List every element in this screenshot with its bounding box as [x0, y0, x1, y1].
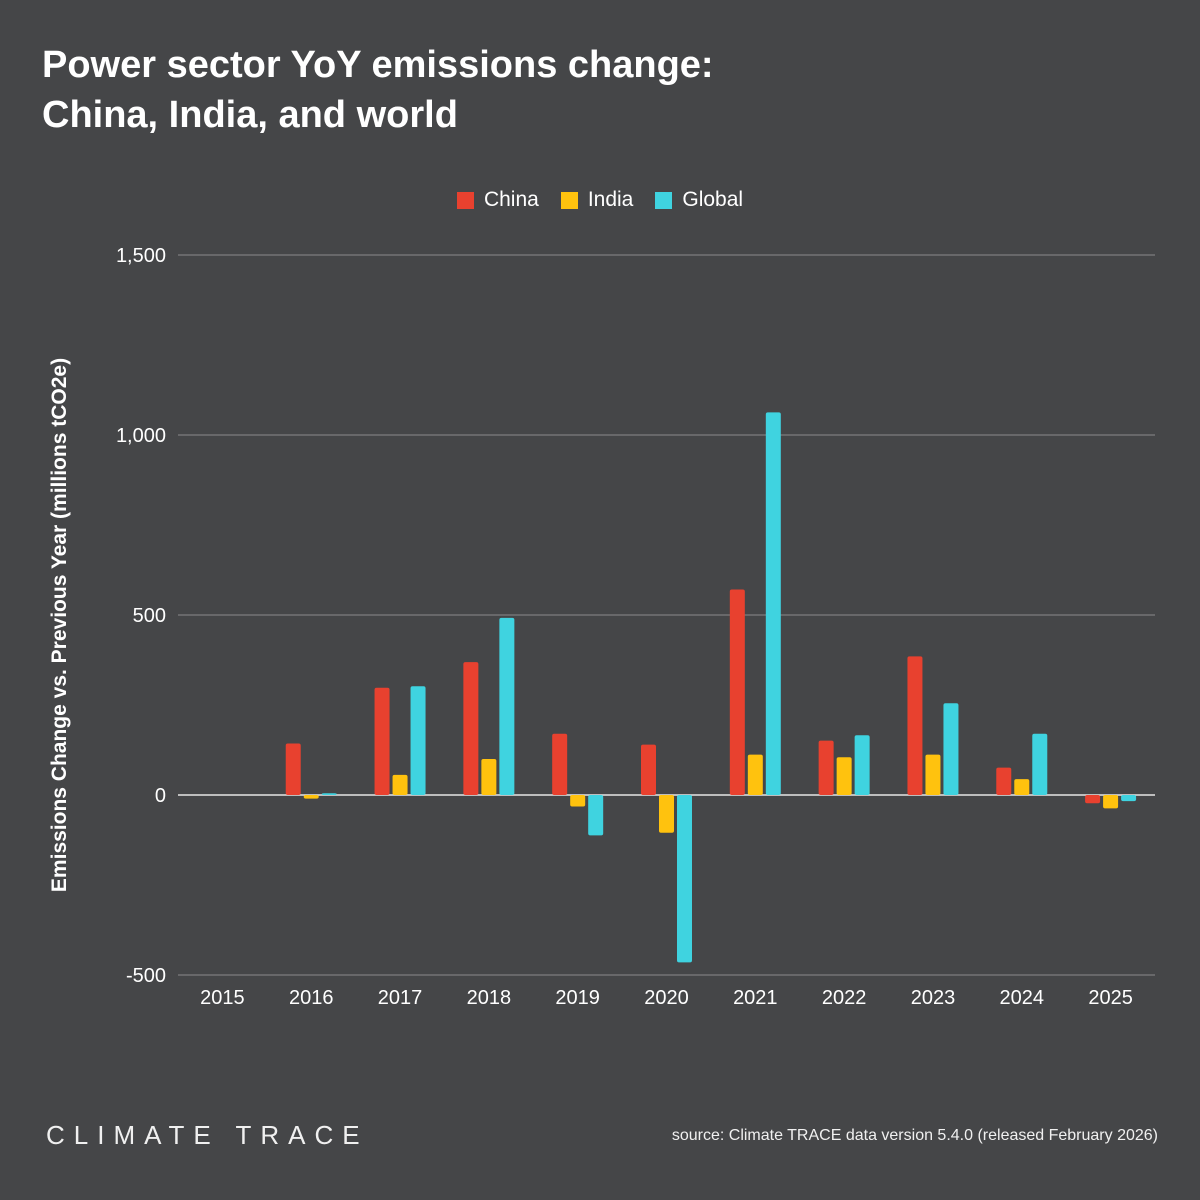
legend-label-china: China: [483, 188, 539, 211]
bar-india-2020: [659, 795, 674, 833]
x-tick-label: 2022: [822, 987, 867, 1009]
bar-global-2024: [1032, 733, 1048, 795]
bar-global-2023: [943, 703, 959, 795]
legend-item-global: Global: [655, 188, 743, 212]
y-tick-label: -500: [126, 965, 166, 987]
bar-india-2025: [1103, 795, 1119, 809]
source-note: source: Climate TRACE data version 5.4.0…: [671, 1127, 1158, 1144]
bar-china-2024: [996, 767, 1012, 795]
y-tick-label: 0: [155, 785, 166, 807]
bar-china-2023: [907, 656, 923, 795]
bar-china-2016: [285, 743, 301, 795]
legend-swatch-india: [560, 191, 578, 209]
bar-global-2021: [765, 412, 781, 795]
bar-china-2017: [374, 687, 390, 795]
y-tick-label: 500: [133, 605, 166, 627]
x-tick-label: 2016: [289, 987, 334, 1009]
y-tick-label: 1,000: [116, 425, 166, 447]
legend-label-india: India: [587, 188, 634, 211]
bar-global-2022: [854, 735, 870, 795]
legend-swatch-global: [655, 191, 673, 209]
bar-china-2021: [729, 589, 745, 795]
bar-global-2016: [321, 793, 337, 795]
bar-india-2021: [747, 754, 763, 795]
bar-india-2016: [303, 795, 319, 799]
x-tick-label: 2018: [467, 987, 512, 1009]
bar-india-2019: [570, 795, 586, 807]
bar-global-2025: [1121, 795, 1137, 802]
legend-item-china: China: [456, 188, 539, 212]
bar-india-2023: [925, 754, 941, 795]
bar-global-2017: [410, 686, 426, 795]
legend-item-india: India: [560, 188, 634, 212]
chart-title-line-1: Power sector YoY emissions change:: [42, 44, 714, 86]
bar-india-2024: [1014, 779, 1030, 795]
bar-india-2018: [481, 759, 497, 795]
bar-india-2022: [836, 757, 852, 795]
x-tick-label: 2020: [644, 987, 689, 1009]
bar-china-2022: [818, 740, 834, 795]
chart-legend: China India Global: [0, 188, 1200, 212]
x-tick-label: 2024: [1000, 987, 1045, 1009]
x-tick-label: 2021: [733, 987, 778, 1009]
x-tick-label: 2019: [555, 987, 600, 1009]
x-tick-label: 2023: [911, 987, 956, 1009]
x-tick-label: 2015: [200, 987, 245, 1009]
chart-title-line-2: China, India, and world: [42, 94, 458, 136]
bar-india-2017: [392, 774, 408, 795]
chart-title: Power sector YoY emissions change: China…: [42, 40, 714, 140]
bar-china-2020: [641, 744, 656, 795]
bar-global-2020: [677, 795, 692, 963]
y-tick-label: 1,500: [116, 245, 166, 267]
bar-global-2019: [588, 795, 604, 836]
bar-china-2019: [552, 733, 568, 795]
x-tick-label: 2017: [378, 987, 423, 1009]
bar-china-2025: [1085, 795, 1101, 804]
legend-swatch-china: [456, 191, 474, 209]
climate-trace-logo: CLIMATE TRACE: [46, 1120, 369, 1150]
bar-china-2018: [463, 662, 479, 795]
bar-global-2018: [499, 617, 515, 795]
legend-label-global: Global: [682, 188, 744, 211]
x-tick-label: 2025: [1088, 987, 1133, 1009]
